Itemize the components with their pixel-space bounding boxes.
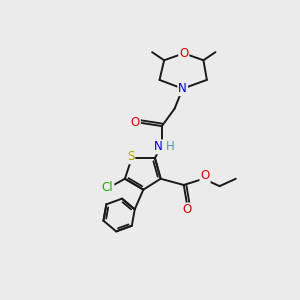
Text: N: N	[178, 82, 187, 95]
Text: O: O	[179, 47, 188, 60]
Text: O: O	[130, 116, 140, 129]
Text: N: N	[154, 140, 163, 153]
Text: Cl: Cl	[102, 181, 113, 194]
Text: H: H	[166, 140, 174, 153]
Text: S: S	[127, 150, 134, 163]
Text: O: O	[200, 169, 210, 182]
Text: O: O	[183, 203, 192, 216]
